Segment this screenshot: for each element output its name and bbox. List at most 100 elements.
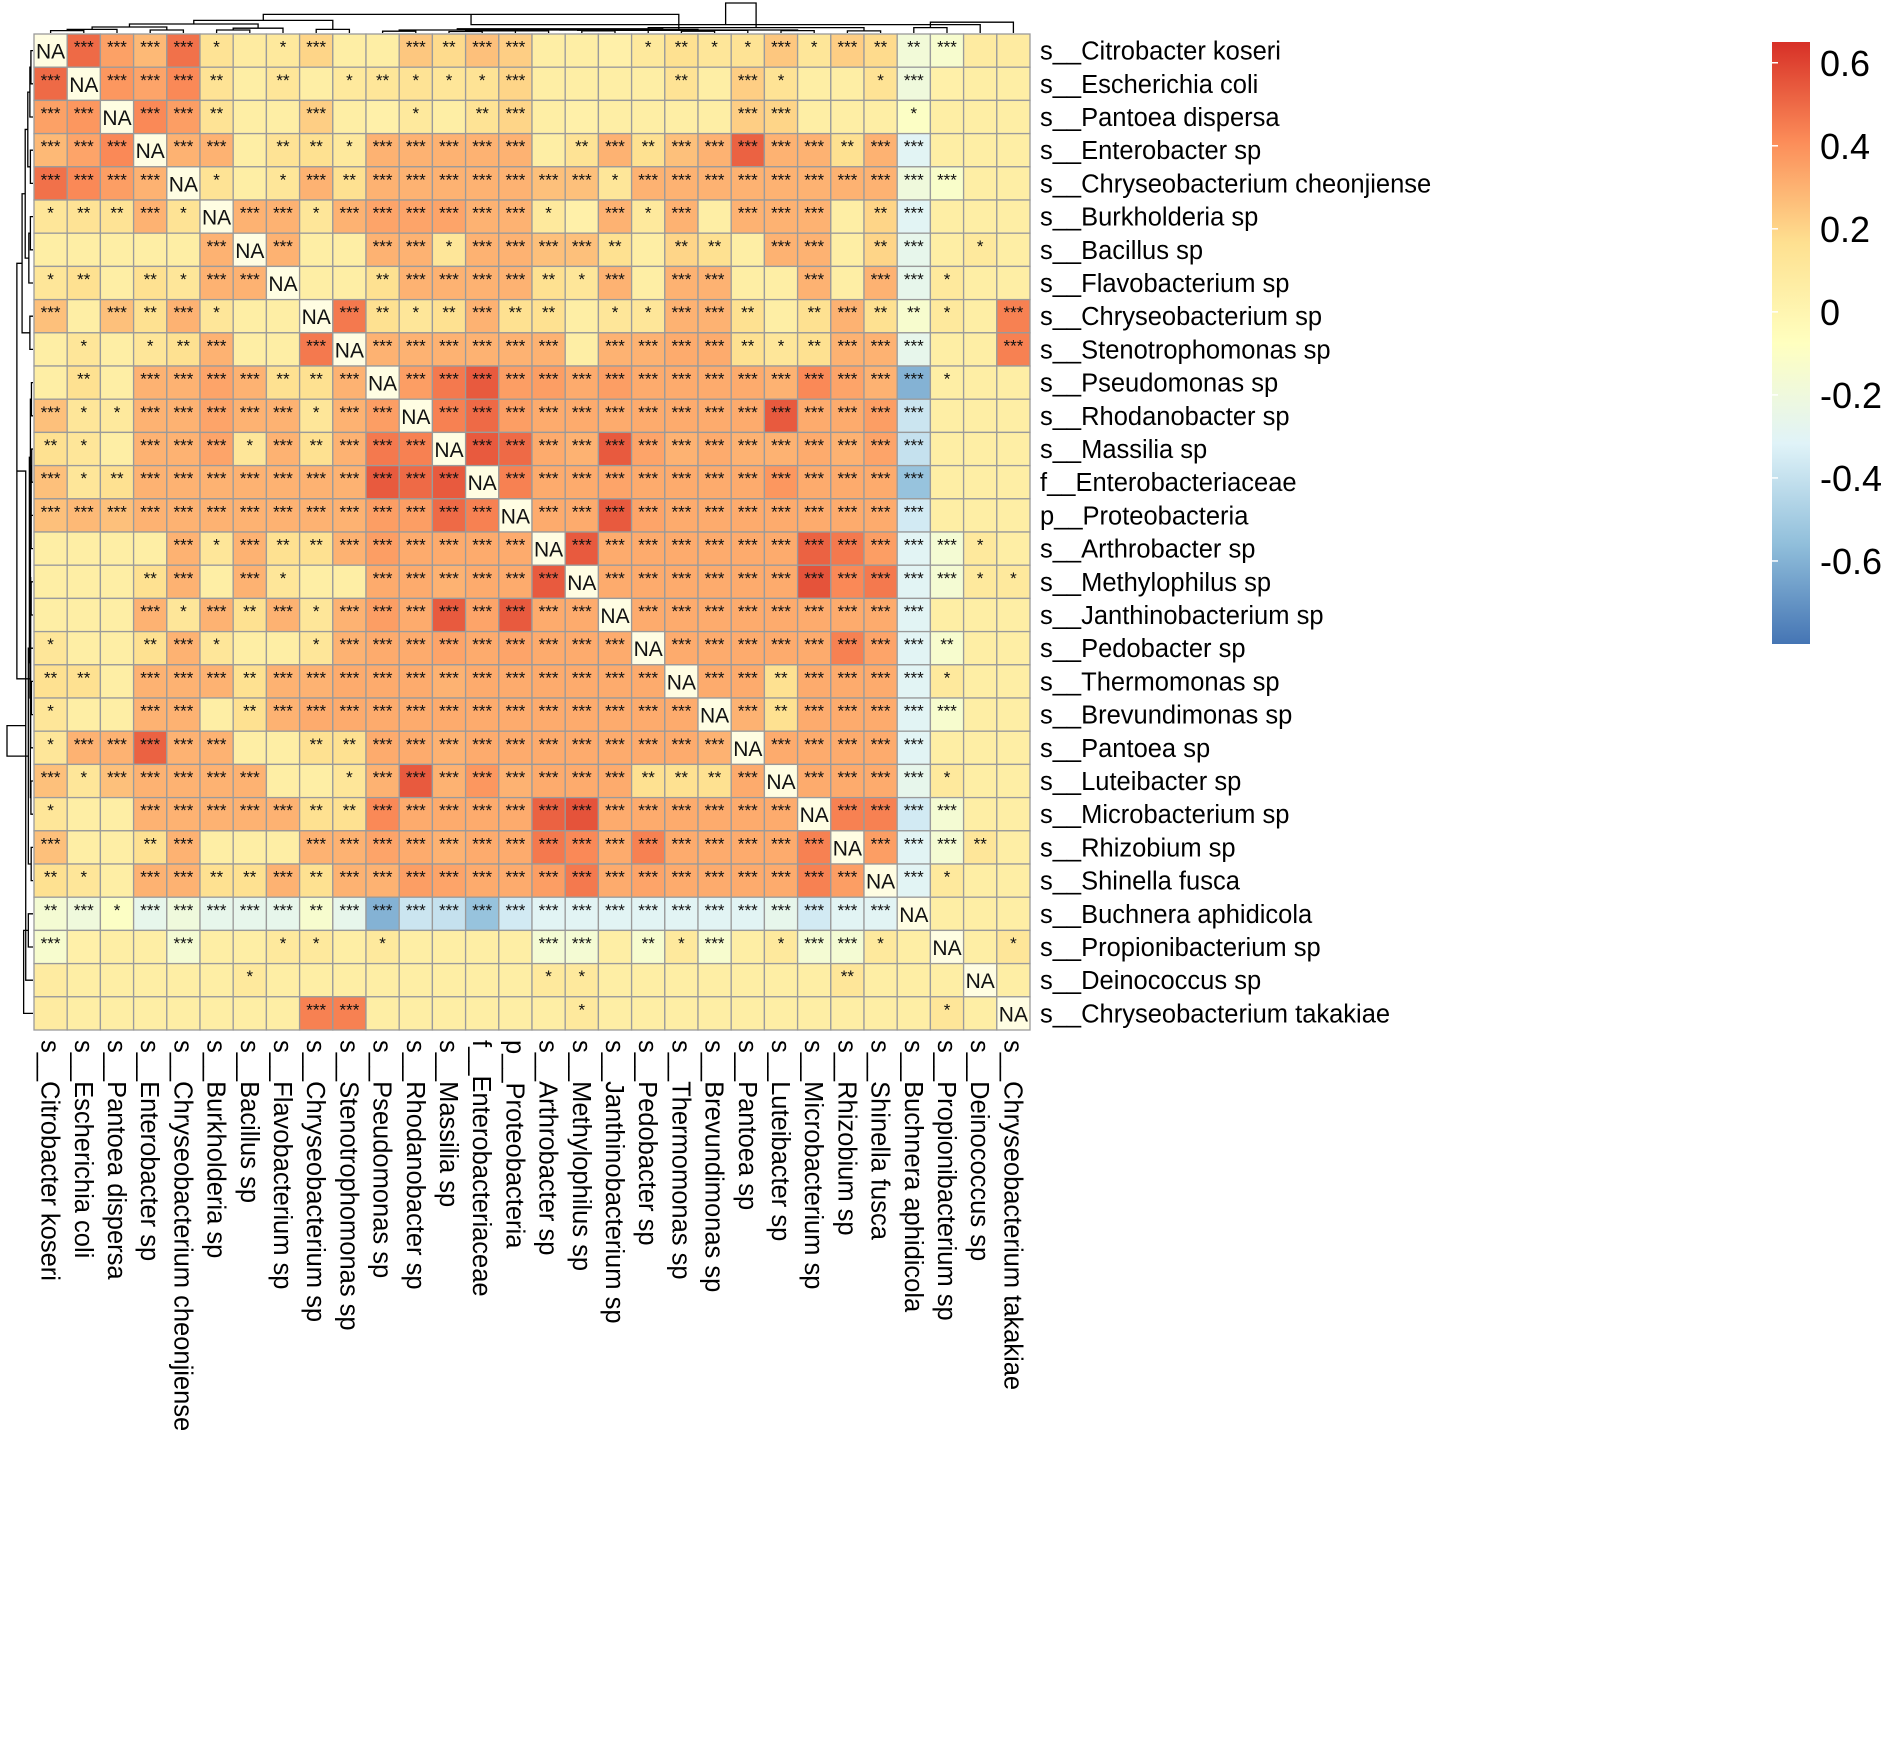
heatmap-cell [298,464,334,500]
significance-label: *** [837,801,857,820]
dendrogram-branch [448,30,483,33]
significance-label: *** [306,702,326,721]
heatmap-cell [298,996,334,1031]
heatmap-cell [597,664,633,699]
significance-label: *** [671,801,691,820]
significance-label: *** [107,303,127,322]
heatmap-cell [431,332,467,367]
significance-label: *** [472,303,492,322]
heatmap-cell [498,298,533,334]
significance-label: *** [339,668,359,687]
significance-label: * [944,668,951,687]
row-label: s__Rhizobium sp [1040,834,1236,862]
heatmap-cell [697,896,732,932]
significance-label: *** [373,801,393,820]
significance-label: * [213,170,220,189]
significance-label: *** [738,370,758,389]
heatmap-cell [630,464,666,500]
significance-label: *** [339,635,359,654]
significance-label: *** [472,801,492,820]
heatmap-cell [597,896,633,932]
significance-label: *** [306,469,326,488]
significance-label: *** [240,569,260,588]
significance-label: *** [738,436,758,455]
significance-label: *** [173,735,193,754]
dendrogram-branch [30,381,33,417]
significance-label: * [977,569,984,588]
significance-label: *** [273,801,293,820]
significance-label: ** [210,104,224,123]
significance-label: *** [837,702,857,721]
significance-label: *** [605,370,625,389]
heatmap-cell [597,796,633,832]
significance-label: ** [841,967,855,986]
heatmap-cell [265,830,301,865]
significance-label: * [944,370,951,389]
heatmap-cell [199,597,234,633]
significance-label: * [379,934,386,953]
heatmap-cell [166,664,201,699]
significance-label: ** [642,934,656,953]
significance-label: *** [173,834,193,853]
heatmap-cell [863,498,898,533]
heatmap-cell [796,232,832,268]
heatmap-cell [531,664,566,699]
heatmap-cell [398,763,434,799]
heatmap-cell [697,564,732,600]
heatmap-cell [597,199,633,234]
significance-label: *** [373,536,393,555]
heatmap-cell [365,99,400,135]
significance-label: *** [406,801,426,820]
row-label: s__Deinococcus sp [1040,967,1261,995]
diagonal-na-label: NA [667,671,696,694]
significance-label: *** [406,635,426,654]
significance-label: *** [339,204,359,223]
significance-label: ** [874,204,888,223]
column-dendrogram [49,2,1015,33]
significance-label: *** [539,602,559,621]
significance-label: *** [904,71,924,90]
significance-label: *** [705,336,725,355]
heatmap-cell [664,298,699,334]
significance-label: *** [871,735,891,754]
significance-label: *** [871,801,891,820]
significance-label: *** [771,403,791,422]
heatmap-cell [630,796,666,832]
significance-label: *** [572,602,592,621]
significance-label: *** [107,137,127,156]
significance-label: ** [476,104,490,123]
significance-label: *** [539,934,559,953]
dendrogram-branch [724,2,757,28]
significance-label: ** [675,38,689,57]
heatmap-cell [996,232,1031,268]
heatmap-cell [896,697,932,732]
significance-label: *** [472,370,492,389]
significance-label: * [645,38,652,57]
heatmap-cell [232,132,268,168]
significance-label: *** [572,834,592,853]
significance-label: *** [605,868,625,887]
significance-label: ** [310,868,324,887]
significance-label: *** [705,602,725,621]
row-label: s__Chryseobacterium sp [1040,303,1322,331]
significance-label: *** [439,502,459,521]
significance-label: *** [804,204,824,223]
significance-label: *** [406,370,426,389]
significance-label: *** [871,569,891,588]
significance-label: *** [207,336,227,355]
significance-label: *** [505,668,525,687]
significance-label: * [977,536,984,555]
heatmap-cell [33,365,68,400]
significance-label: *** [472,668,492,687]
diagonal-na-label: NA [302,306,331,329]
significance-label: *** [539,768,559,787]
significance-label: *** [406,469,426,488]
significance-label: *** [671,370,691,389]
heatmap-cell [365,498,400,533]
significance-label: *** [738,668,758,687]
significance-label: *** [373,635,393,654]
heatmap-cell [99,531,135,566]
significance-label: *** [572,868,592,887]
significance-label: * [545,204,552,223]
significance-label: *** [505,834,525,853]
